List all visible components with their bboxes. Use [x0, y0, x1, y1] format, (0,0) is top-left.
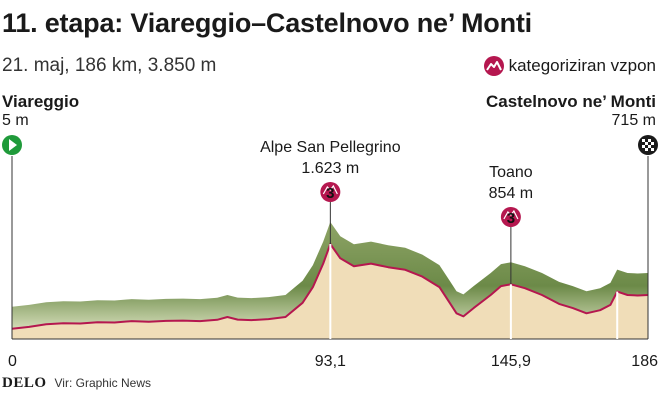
- x-tick-label: 186: [631, 353, 658, 370]
- route-line: [11, 243, 649, 330]
- climb-category-label: 3: [326, 185, 334, 202]
- x-tick-label: 145,9: [491, 353, 531, 370]
- climb-name: Alpe San Pellegrino: [260, 139, 401, 156]
- categorized-climb-icon: [483, 56, 504, 76]
- x-tick-label: 93,1: [315, 353, 346, 370]
- finish-town: Castelnovo ne’ Monti: [485, 92, 656, 111]
- delo-logo: DELO: [2, 375, 47, 391]
- legend-label: kategoriziran vzpon: [508, 56, 656, 75]
- climb-elevation: 1.623 m: [301, 160, 359, 177]
- source-credit: Vir: Graphic News: [54, 376, 151, 390]
- x-tick-label: 0: [8, 353, 17, 370]
- start-town: Viareggio: [2, 92, 80, 111]
- climb-category-badge: [320, 182, 341, 202]
- finish-elevation: 715 m: [611, 112, 656, 129]
- stage-subtitle: 21. maj, 186 km, 3.850 m: [2, 55, 217, 76]
- mountain-icon: [503, 209, 519, 220]
- legend: kategoriziran vzpon: [483, 55, 656, 77]
- page-title: 11. etapa: Viareggio–Castelnovo ne’ Mont…: [2, 8, 532, 38]
- mountain-icon: [322, 184, 338, 195]
- start-play-icon: [9, 139, 17, 151]
- footer: DELO Vir: Graphic News: [2, 375, 151, 392]
- climb-name: Toano: [489, 164, 533, 181]
- terrain-ridge: [12, 222, 648, 329]
- start-elevation: 5 m: [2, 112, 29, 129]
- climb-category-badge: [500, 207, 521, 227]
- checkered-flag-icon: [642, 139, 654, 151]
- climb-category-label: 3: [507, 210, 515, 227]
- climb-elevation: 854 m: [489, 185, 533, 202]
